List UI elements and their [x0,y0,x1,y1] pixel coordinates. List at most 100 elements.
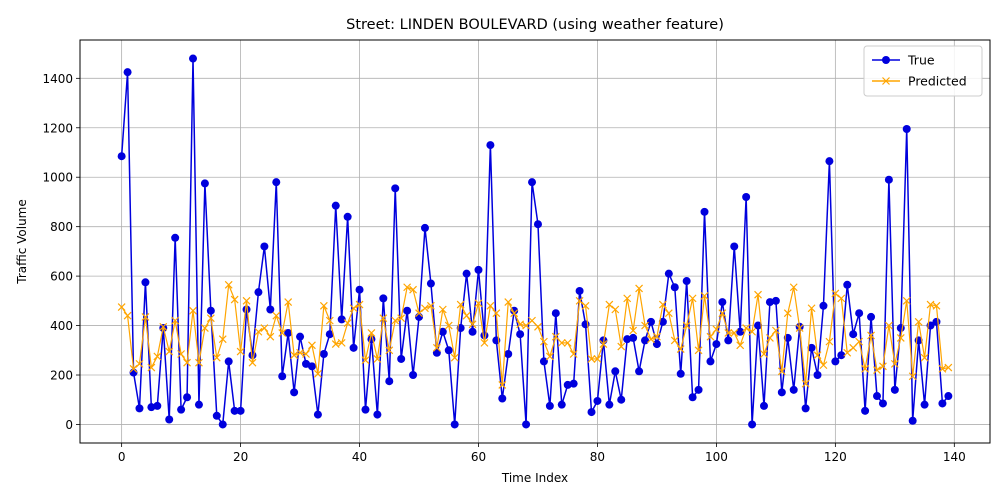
data-point-true [361,405,370,414]
data-point-predicted [212,353,221,362]
data-point-predicted [920,353,929,362]
data-point-true [200,179,209,188]
data-point-predicted [206,314,215,323]
data-point-true [843,280,852,289]
data-point-predicted [777,367,786,376]
data-point-true [498,394,507,403]
data-point-predicted [813,351,822,360]
data-point-true [617,395,626,404]
data-point-predicted [795,324,804,332]
data-point-predicted [415,309,423,318]
data-point-true [504,349,513,358]
data-point-predicted [539,337,548,346]
data-point-predicted [450,353,459,362]
data-point-true [569,379,578,388]
data-point-predicted [468,320,477,329]
data-point-true [177,405,186,414]
data-point-true [688,393,697,402]
data-point-predicted [432,343,441,352]
data-point-predicted [599,340,608,349]
data-point-predicted [272,311,281,320]
y-axis: 0 200 400 600 800 1000 1200 1400 [42,72,80,432]
data-point-true [867,312,876,321]
data-point-true [742,192,751,201]
data-point-true [670,283,679,292]
data-point-predicted [421,304,429,313]
y-tick-label: 1000 [42,171,73,185]
data-point-true [557,400,566,409]
data-point-true [754,321,763,330]
data-point-predicted [474,299,483,308]
data-point-true [849,330,858,339]
data-point-predicted [837,294,846,303]
data-point-true [861,406,870,415]
data-point-predicted [724,329,733,337]
data-point-predicted [605,300,614,309]
x-axis-label: Time Index [501,471,568,485]
data-point-true [474,265,483,274]
data-point-predicted [403,283,412,292]
data-point-predicted [504,298,513,306]
data-point-predicted [355,300,364,309]
data-point-predicted [331,340,340,349]
legend-box [863,45,983,97]
data-point-true [480,331,489,340]
data-point-predicted [224,280,233,289]
data-point-predicted [932,301,941,310]
y-axis-label: Traffic Volume [15,199,29,285]
data-point-predicted [867,331,875,340]
data-point-predicted [313,369,322,378]
data-point-true [533,220,542,229]
data-point-predicted [926,300,935,309]
legend: True Predicted [863,45,983,97]
data-point-true [539,357,548,366]
data-point-predicted [456,300,465,309]
data-point-predicted [337,338,346,347]
data-point-true [623,335,632,344]
data-point-true [272,178,281,187]
x-axis: 0 20 40 60 80 100 120 140 [118,443,966,464]
data-point-true [189,54,198,63]
data-point-true [551,309,560,318]
data-point-predicted [712,325,721,334]
data-point-true [462,269,471,278]
data-point-true [759,401,768,410]
data-point-true [908,416,917,425]
series-true [117,54,953,429]
data-point-predicted [117,303,126,311]
data-point-predicted [581,301,590,310]
data-point-true [135,404,144,413]
data-point-predicted [670,336,679,345]
data-point-predicted [123,311,132,320]
data-point-true [718,298,727,307]
data-point-true [403,306,412,315]
data-point-predicted [522,321,531,330]
data-point-predicted [629,326,638,335]
data-point-true [313,410,322,419]
data-point-predicted [343,319,352,328]
data-point-predicted [771,326,780,335]
data-point-true [260,242,269,251]
data-point-predicted [230,295,239,304]
data-point-true [218,420,227,429]
data-point-predicted [849,343,858,352]
data-point-predicted [801,379,810,388]
data-point-predicted [641,321,649,330]
data-point-true [343,212,352,221]
data-point-true [438,327,447,336]
data-point-predicted [730,329,739,337]
data-point-true [748,420,757,429]
data-point-predicted [218,335,227,344]
data-point-predicted [789,283,798,292]
data-point-predicted [635,284,644,293]
data-point-true [676,369,685,378]
data-point-predicted [444,321,453,330]
x-tick-label: 20 [233,450,248,464]
data-point-true [789,385,798,394]
data-point-predicted [617,342,626,351]
data-point-true [694,385,703,394]
data-point-predicted [682,321,691,330]
data-point-predicted [492,309,501,318]
data-point-true [153,401,162,410]
data-point-predicted [879,362,887,371]
